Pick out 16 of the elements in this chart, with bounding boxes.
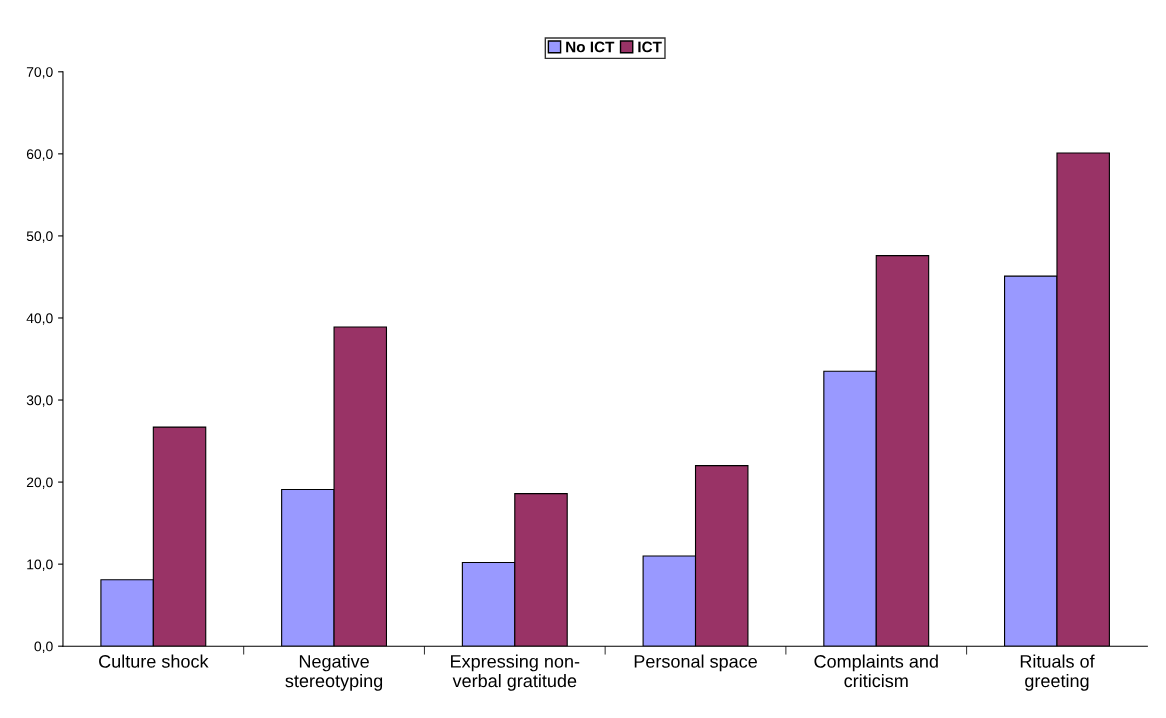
x-tick-label: Complaints and criticism bbox=[814, 654, 938, 688]
x-tick-label: Culture shock bbox=[99, 654, 209, 668]
y-tick-label: 10,0 bbox=[27, 559, 53, 571]
x-tick-label: Expressing non- verbal gratitude bbox=[451, 654, 580, 691]
y-tick-label: 40,0 bbox=[26, 313, 53, 325]
y-tick-label: 20,0 bbox=[26, 477, 53, 489]
y-tick-label: 50,0 bbox=[26, 231, 53, 243]
x-tick-label: Rituals of greeting bbox=[1020, 654, 1095, 691]
y-tick-label: 30,0 bbox=[26, 395, 53, 407]
legend-label: No ICT bbox=[566, 41, 615, 53]
y-tick-label: 70,0 bbox=[26, 67, 53, 79]
legend-label: ICT bbox=[638, 41, 662, 53]
x-tick-label: Personal space bbox=[634, 654, 757, 672]
x-tick-label: Negative stereotyping bbox=[285, 654, 383, 691]
y-tick-label: 0,0 bbox=[34, 641, 53, 654]
y-tick-label: 60,0 bbox=[26, 149, 53, 161]
